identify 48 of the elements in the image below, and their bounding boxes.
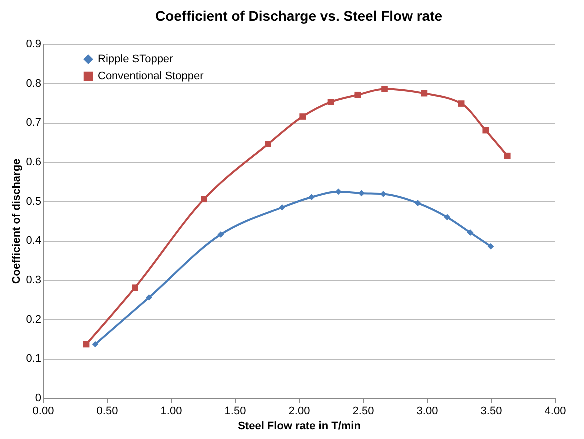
y-tick-label: 0.7 [26,117,42,130]
x-tick-label: 3.00 [416,406,438,418]
x-axis-title: Steel Flow rate in T/min [238,420,362,432]
y-tick-label: 0 [35,392,42,404]
y-tick-label: 0.2 [26,314,42,326]
x-tick-label: 4.00 [544,406,566,418]
x-tick-label: 2.50 [352,406,374,418]
point [92,341,99,348]
y-axis-title: Coefficient of discharge [11,158,24,284]
point [146,294,152,301]
x-tick-label: 1.00 [160,406,182,418]
point [414,200,422,206]
legend-label: Conventional Stopper [98,70,204,82]
point [421,90,428,97]
point [265,141,272,148]
point [201,196,208,203]
y-tick-label: 0.4 [26,235,42,248]
point [218,232,224,238]
chart-title: Coefficient of Discharge vs. Steel Flow rate [155,8,443,24]
x-tick-label: 3.50 [480,406,502,418]
x-tick-label: 2.00 [288,406,310,418]
point [358,190,365,197]
y-tick-label: 0.8 [26,78,42,90]
point [354,92,362,98]
y-tick-label: 0.5 [26,196,42,208]
point [279,204,286,211]
y-tick-label: 0.3 [26,274,42,286]
y-tick-label: 0.9 [26,38,42,50]
point [382,86,388,92]
point [380,191,387,198]
point [132,284,138,292]
point [504,152,511,160]
point [328,99,334,106]
y-tick-label: 0.1 [26,353,42,366]
point [300,114,306,120]
legend-label: Ripple STopper [98,54,174,66]
point [458,100,465,107]
x-tick-label: 1.50 [224,406,246,418]
point [482,127,490,134]
x-tick-label: 0.50 [96,406,118,418]
y-tick-label: 0.6 [26,156,42,168]
point [336,188,342,196]
point [488,243,494,250]
point [444,214,451,221]
point [83,341,90,348]
x-tick-label: 0.00 [32,406,54,418]
point [308,194,315,201]
point [467,230,474,236]
